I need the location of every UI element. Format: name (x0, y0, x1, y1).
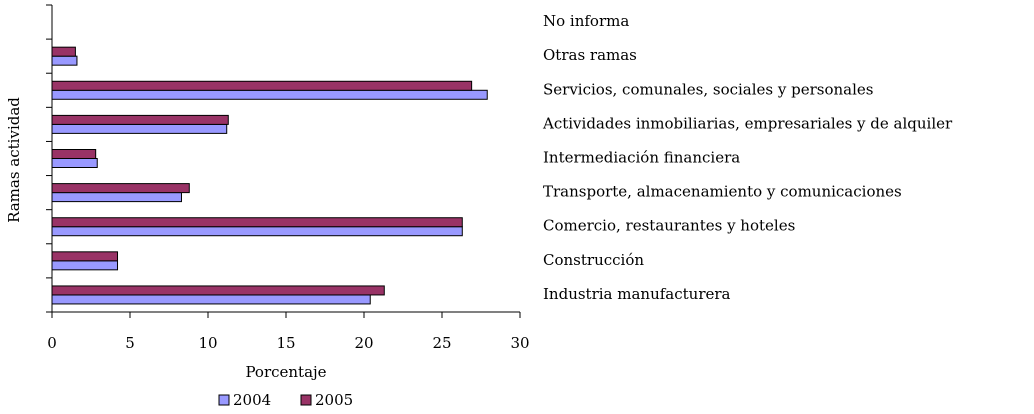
bar (51, 123, 228, 134)
bar (51, 114, 229, 125)
x-tick-label: 10 (198, 334, 217, 352)
x-tick-label: 20 (354, 334, 373, 352)
bar (51, 294, 371, 305)
x-tick-label: 5 (125, 334, 135, 352)
legend-swatch (300, 394, 312, 406)
category-label: Otras ramas (543, 46, 637, 64)
legend-label: 2005 (315, 391, 353, 409)
x-tick-label: 25 (432, 334, 451, 352)
legend-swatch (218, 394, 230, 406)
category-label: Industria manufacturera (543, 285, 731, 303)
bar (51, 46, 76, 57)
x-tick-label: 30 (510, 334, 529, 352)
bar (51, 55, 78, 66)
bar (51, 226, 463, 237)
category-label: Comercio, restaurantes y hoteles (543, 217, 795, 235)
bar (51, 285, 385, 296)
bar (51, 183, 190, 194)
bar (51, 149, 97, 159)
category-label: No informa (543, 12, 629, 30)
category-label: Construcción (543, 251, 644, 269)
bar (51, 89, 488, 100)
category-label: Actividades inmobiliarias, empresariales… (542, 114, 953, 132)
bar (51, 217, 463, 228)
x-tick-label: 0 (47, 334, 57, 352)
y-axis-label: Ramas actividad (5, 97, 23, 223)
bar (51, 80, 473, 91)
x-tick-label: 15 (276, 334, 295, 352)
bar (51, 251, 119, 262)
legend-label: 2004 (233, 391, 271, 409)
x-axis-label: Porcentaje (245, 363, 326, 381)
bar (51, 158, 98, 168)
category-label: Transporte, almacenamiento y comunicacio… (543, 183, 902, 201)
category-label: Servicios, comunales, sociales y persona… (543, 80, 874, 98)
bar (51, 192, 182, 203)
bar (51, 260, 119, 271)
category-label: Intermediación financiera (543, 149, 740, 167)
